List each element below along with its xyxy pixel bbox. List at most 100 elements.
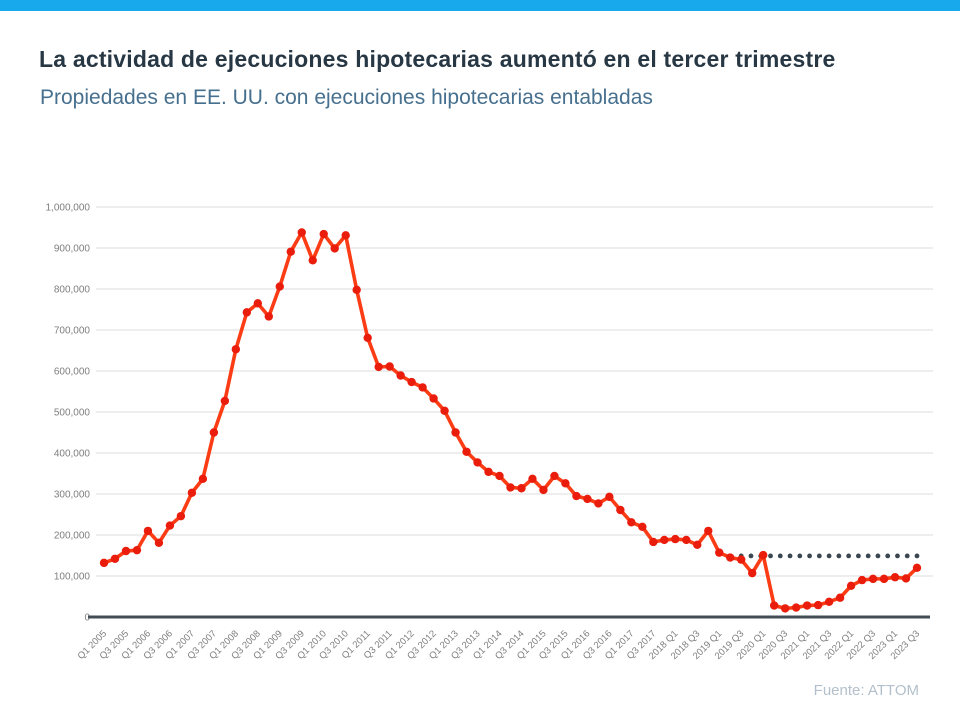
- data-point: [198, 474, 208, 484]
- data-point: [846, 581, 856, 591]
- data-point: [154, 538, 164, 547]
- data-point: [506, 483, 515, 492]
- top-accent-bar: [0, 0, 960, 11]
- y-axis-tick-label: 600,000: [54, 367, 91, 378]
- reference-line-dot: [777, 553, 783, 559]
- data-point: [132, 545, 142, 555]
- reference-line-dot: [748, 553, 754, 559]
- data-point: [758, 550, 768, 560]
- data-point: [704, 526, 713, 536]
- data-point: [627, 518, 636, 527]
- data-point: [748, 568, 757, 578]
- data-point: [868, 574, 878, 584]
- reference-line-dot: [846, 553, 852, 559]
- data-point: [330, 244, 339, 253]
- y-axis-tick-label: 100,000: [54, 572, 91, 583]
- reference-line-dot: [826, 553, 832, 559]
- reference-line-dot: [904, 553, 910, 559]
- y-axis-tick-label: 200,000: [54, 531, 91, 542]
- data-point: [572, 491, 581, 501]
- data-point: [495, 471, 504, 481]
- y-axis-tick-label: 700,000: [54, 326, 91, 337]
- reference-line-dot: [807, 553, 812, 559]
- data-point: [220, 396, 230, 406]
- data-point: [209, 428, 219, 437]
- data-point: [682, 535, 691, 545]
- data-point: [165, 521, 175, 530]
- reference-line-dot: [914, 553, 920, 559]
- data-point: [253, 299, 263, 308]
- reference-line-dot: [836, 553, 842, 559]
- data-point: [429, 394, 438, 403]
- data-point: [857, 575, 867, 585]
- data-point: [121, 546, 131, 556]
- data-point: [638, 522, 647, 531]
- data-point: [715, 548, 724, 557]
- reference-line-dot: [787, 553, 793, 559]
- data-point: [418, 383, 427, 392]
- data-point: [352, 285, 361, 295]
- data-point: [616, 505, 625, 515]
- data-point: [143, 526, 153, 536]
- reference-line-dot: [768, 553, 773, 559]
- data-point: [693, 540, 702, 550]
- data-point: [912, 563, 922, 572]
- data-point: [901, 574, 911, 583]
- data-point: [484, 467, 493, 477]
- reference-line-dot: [885, 553, 891, 559]
- y-axis-tick-label: 400,000: [54, 449, 91, 460]
- y-axis-tick-label: 900,000: [54, 244, 91, 255]
- data-point: [462, 447, 471, 456]
- data-point: [407, 377, 416, 387]
- data-point: [396, 371, 405, 380]
- data-point: [660, 535, 669, 545]
- data-point: [671, 534, 680, 544]
- reference-line-dot: [875, 553, 881, 559]
- data-point: [890, 573, 900, 582]
- data-point: [802, 601, 812, 610]
- data-point: [824, 597, 834, 607]
- data-point: [341, 231, 350, 240]
- data-point: [286, 247, 295, 256]
- data-point: [99, 558, 109, 568]
- data-point: [780, 604, 790, 613]
- data-point: [187, 488, 197, 497]
- data-point: [242, 308, 252, 317]
- data-point: [594, 499, 603, 508]
- data-point: [110, 554, 120, 563]
- data-point: [297, 228, 306, 237]
- reference-line-dot: [816, 553, 822, 559]
- data-point: [440, 406, 449, 415]
- data-point: [737, 555, 746, 564]
- data-point: [319, 229, 328, 239]
- data-point: [451, 428, 460, 437]
- reference-line-dot: [856, 553, 861, 559]
- y-axis-tick-label: 1,000,000: [46, 203, 91, 214]
- data-point: [176, 511, 186, 521]
- data-point: [539, 485, 548, 495]
- data-point: [649, 537, 658, 547]
- data-point: [517, 484, 526, 493]
- data-point: [605, 492, 614, 502]
- reference-line-dot: [895, 553, 900, 559]
- data-point: [385, 362, 394, 371]
- data-point: [879, 574, 889, 584]
- data-point: [835, 593, 845, 602]
- y-axis-tick-label: 500,000: [54, 408, 91, 419]
- data-point: [726, 553, 735, 562]
- data-point: [308, 256, 317, 265]
- data-point: [275, 282, 284, 291]
- page-subtitle: Propiedades en EE. UU. con ejecuciones h…: [40, 86, 653, 109]
- page-title: La actividad de ejecuciones hipotecarias…: [39, 46, 836, 72]
- data-point: [813, 600, 823, 610]
- data-point: [561, 479, 570, 488]
- y-axis-tick-label: 0: [84, 613, 90, 624]
- data-point: [550, 471, 559, 481]
- data-point: [473, 458, 482, 467]
- reference-line-dot: [797, 553, 803, 559]
- data-point: [264, 312, 273, 321]
- y-axis-tick-label: 300,000: [54, 490, 91, 501]
- y-axis-tick-label: 800,000: [54, 285, 91, 296]
